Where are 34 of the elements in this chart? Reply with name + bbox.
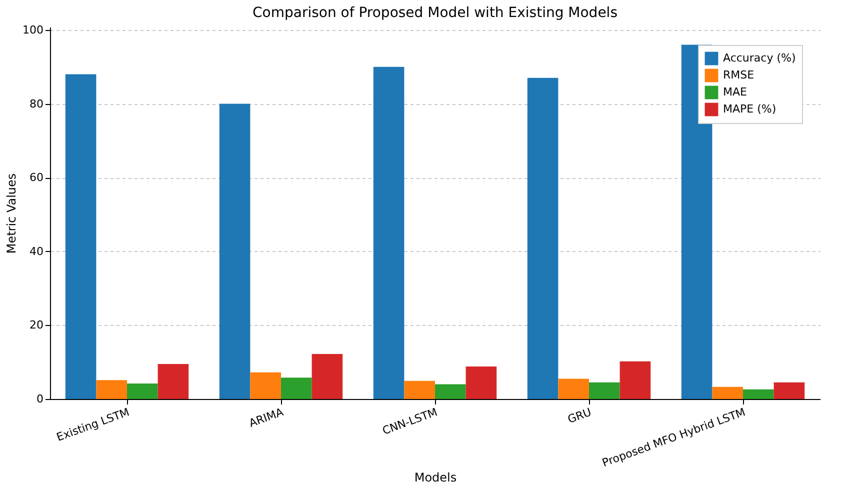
legend-label: Accuracy (%) — [723, 52, 796, 64]
y-tick-label: 100 — [22, 23, 44, 36]
bar — [96, 380, 127, 399]
bar — [250, 372, 281, 399]
bar — [373, 66, 404, 399]
bar — [158, 364, 189, 399]
bar — [620, 361, 651, 399]
bar — [219, 104, 250, 399]
bar — [558, 378, 589, 399]
y-tick-label: 40 — [30, 244, 44, 258]
x-tick-label: ARIMA — [247, 405, 286, 430]
x-tick-label: GRU — [566, 406, 594, 426]
legend-label: MAE — [723, 86, 748, 98]
bar — [404, 380, 435, 399]
bar — [312, 354, 343, 399]
legend-label: MAPE (%) — [723, 102, 776, 116]
bar — [743, 389, 774, 399]
y-tick-label: 0 — [36, 392, 44, 406]
bar — [712, 386, 743, 399]
bar — [589, 382, 620, 399]
bar — [527, 78, 558, 399]
y-axis-title: Metric Values — [4, 173, 19, 254]
x-axis-title: Models — [414, 470, 457, 485]
y-tick-label: 80 — [30, 97, 44, 110]
bar — [127, 384, 158, 399]
y-tick-label: 60 — [30, 171, 44, 184]
legend-label: RMSE — [723, 68, 754, 82]
bar — [466, 366, 497, 399]
chart-title: Comparison of Proposed Model with Existing Models — [252, 4, 618, 21]
bar — [65, 74, 96, 399]
bar — [281, 378, 312, 399]
bar — [435, 384, 466, 399]
y-tick-label: 20 — [30, 318, 44, 332]
bar — [774, 382, 805, 399]
